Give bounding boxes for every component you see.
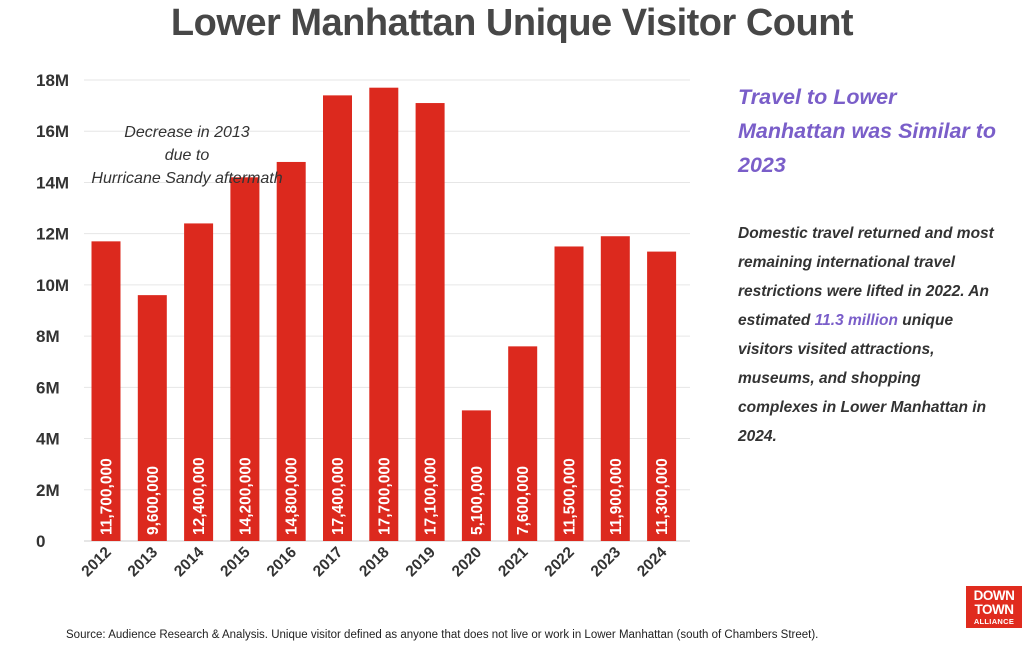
bar-data-label: 11,500,000 xyxy=(562,458,579,535)
bar-data-label: 14,200,000 xyxy=(237,457,254,535)
x-tick-label: 2019 xyxy=(403,544,440,581)
chart-title: Lower Manhattan Unique Visitor Count xyxy=(170,2,854,44)
bar xyxy=(461,410,491,541)
downtown-alliance-logo: DOWN TOWN ALLIANCE xyxy=(966,586,1022,628)
logo-line-2: TOWN xyxy=(974,602,1015,617)
source-note: Source: Audience Research & Analysis. Un… xyxy=(66,629,819,641)
x-tick-label: 2023 xyxy=(588,544,625,581)
x-tick-label: 2024 xyxy=(634,544,671,581)
sidebar-heading: Travel to Lower Manhattan was Similar to… xyxy=(738,85,997,177)
y-tick-label: 4M xyxy=(36,430,60,449)
y-tick-label: 8M xyxy=(36,327,60,346)
y-tick-label: 18M xyxy=(36,71,69,90)
bar xyxy=(184,223,214,541)
chart-annotation: Decrease in 2013 due to Hurricane Sandy af… xyxy=(91,124,282,187)
logo-line-3: ALLIANCE xyxy=(973,617,1015,626)
sidebar-body-highlight: 11.3 million xyxy=(814,312,898,329)
x-tick-label: 2018 xyxy=(356,544,393,581)
bar xyxy=(91,241,121,541)
bar xyxy=(554,246,584,541)
bar xyxy=(137,295,167,541)
bar-data-label: 12,400,000 xyxy=(191,457,208,535)
bar xyxy=(415,103,445,542)
x-tick-label: 2017 xyxy=(310,544,346,580)
bar-data-label: 11,300,000 xyxy=(654,458,671,535)
y-tick-label: 14M xyxy=(36,173,69,192)
bar xyxy=(508,346,538,541)
y-tick-label: 2M xyxy=(36,481,60,500)
bar-data-label: 17,700,000 xyxy=(376,457,393,535)
bar xyxy=(600,236,630,541)
x-tick-label: 2022 xyxy=(541,544,577,580)
bar-data-label: 5,100,000 xyxy=(469,466,486,535)
bar xyxy=(276,161,306,541)
bar-data-label: 7,600,000 xyxy=(515,466,532,535)
bar-data-label: 11,700,000 xyxy=(99,458,116,535)
bar-data-label: 9,600,000 xyxy=(145,466,162,535)
y-tick-label: 6M xyxy=(36,378,60,397)
logo-line-1: DOWN xyxy=(973,588,1015,603)
y-tick-label: 10M xyxy=(36,276,69,295)
y-tick-label: 12M xyxy=(36,225,69,244)
x-tick-label: 2016 xyxy=(264,544,301,581)
x-tick-label: 2013 xyxy=(125,544,162,581)
bar-data-label: 17,100,000 xyxy=(423,457,440,535)
sidebar-body: Domestic travel returned and most remain… xyxy=(738,219,1000,451)
x-tick-label: 2014 xyxy=(171,544,208,581)
bar xyxy=(647,251,677,541)
bar xyxy=(230,177,260,542)
bar xyxy=(323,95,352,541)
y-tick-label: 0 xyxy=(36,532,45,551)
bar xyxy=(369,87,399,541)
y-tick-label: 16M xyxy=(36,122,69,141)
bar-data-label: 14,800,000 xyxy=(284,457,301,535)
bar-data-label: 17,400,000 xyxy=(330,457,347,535)
sidebar-body-text-2: unique visitors visited attractions, mus… xyxy=(738,312,987,445)
sidebar-body-text-1: Domestic travel returned and most remain… xyxy=(738,225,994,329)
x-tick-label: 2012 xyxy=(78,544,114,580)
bar-data-label: 11,900,000 xyxy=(608,458,625,535)
x-tick-label: 2021 xyxy=(495,544,532,581)
x-tick-label: 2020 xyxy=(449,544,485,580)
x-tick-label: 2015 xyxy=(217,544,254,581)
